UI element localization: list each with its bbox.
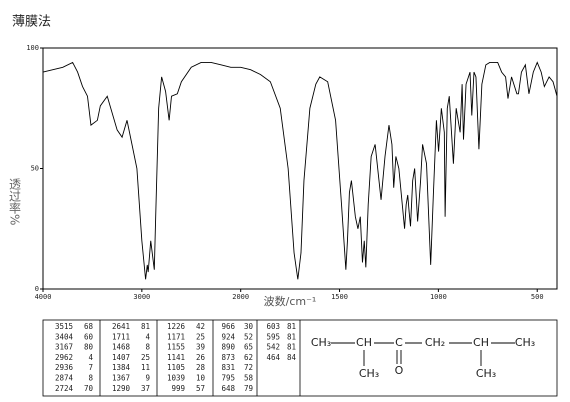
peak-wavenumber: 1367 (112, 374, 130, 383)
peak-transmittance: 10 (196, 374, 206, 383)
peak-wavenumber: 1155 (167, 343, 185, 352)
peak-transmittance: 7 (88, 363, 93, 372)
peak-wavenumber: 831 (221, 363, 235, 372)
peak-transmittance: 4 (88, 353, 93, 362)
atom-label: CH₃ (476, 367, 496, 380)
x-axis-label: 波数/cm⁻¹ (264, 295, 317, 308)
peak-wavenumber: 2936 (55, 363, 74, 372)
peak-wavenumber: 603 (266, 322, 280, 331)
peak-transmittance: 72 (244, 363, 253, 372)
peak-wavenumber: 1468 (112, 343, 131, 352)
peak-wavenumber: 890 (221, 343, 235, 352)
atom-label: CH₃ (359, 367, 379, 380)
peak-transmittance: 39 (196, 343, 205, 352)
peak-transmittance: 84 (287, 353, 297, 362)
peak-wavenumber: 1407 (112, 353, 130, 362)
table-dividers (99, 320, 301, 396)
peak-wavenumber: 2724 (55, 384, 74, 393)
atom-label: CH₂ (425, 336, 445, 349)
x-tick-label: 3000 (133, 293, 150, 301)
peak-transmittance: 80 (84, 343, 94, 352)
peak-transmittance: 42 (196, 322, 205, 331)
peak-transmittance: 11 (141, 363, 150, 372)
peak-transmittance: 81 (287, 322, 296, 331)
peak-wavenumber: 873 (221, 353, 235, 362)
peak-transmittance: 79 (244, 384, 253, 393)
peak-transmittance: 52 (244, 332, 253, 341)
peak-wavenumber: 966 (221, 322, 235, 331)
atom-label: O (395, 364, 404, 377)
peak-wavenumber: 1226 (167, 322, 186, 331)
atom-label: CH (356, 336, 372, 349)
y-tick-label: 50 (31, 165, 39, 173)
peak-transmittance: 70 (84, 384, 94, 393)
peak-wavenumber: 1171 (167, 332, 185, 341)
peak-transmittance: 81 (141, 322, 150, 331)
peak-transmittance: 28 (196, 363, 206, 372)
atom-label: CH₃ (515, 336, 535, 349)
peak-wavenumber: 999 (171, 384, 185, 393)
peak-wavenumber: 464 (266, 353, 280, 362)
atom-label: CH (473, 336, 489, 349)
peak-wavenumber: 2641 (112, 322, 130, 331)
peak-wavenumber: 3404 (55, 332, 74, 341)
peak-wavenumber: 2874 (55, 374, 74, 383)
peak-wavenumber: 1290 (112, 384, 131, 393)
peak-transmittance: 8 (145, 343, 150, 352)
peak-transmittance: 4 (145, 332, 150, 341)
peak-wavenumber: 1384 (112, 363, 131, 372)
y-axis-label: 透过率% (8, 178, 22, 226)
peak-wavenumber: 1105 (167, 363, 185, 372)
atom-label: CH₃ (311, 336, 331, 349)
x-tick-label: 1000 (430, 293, 447, 301)
chart-title: 薄膜法 (12, 15, 51, 30)
y-tick-label: 0 (35, 285, 39, 293)
peak-transmittance: 30 (244, 322, 254, 331)
peak-transmittance: 81 (287, 332, 296, 341)
peak-wavenumber: 1711 (112, 332, 130, 341)
peak-wavenumber: 924 (221, 332, 235, 341)
peak-transmittance: 68 (84, 322, 94, 331)
peak-transmittance: 8 (88, 374, 93, 383)
peak-transmittance: 81 (287, 343, 296, 352)
x-tick-label: 1500 (331, 293, 348, 301)
peak-transmittance: 25 (141, 353, 150, 362)
atom-label: C (395, 336, 403, 349)
x-tick-label: 500 (531, 293, 544, 301)
peak-transmittance: 37 (141, 384, 150, 393)
peak-transmittance: 9 (145, 374, 150, 383)
peak-wavenumber: 648 (221, 384, 235, 393)
x-tick-label: 4000 (35, 293, 52, 301)
plot-frame (42, 47, 558, 290)
peak-transmittance: 26 (196, 353, 206, 362)
bonds (331, 342, 515, 366)
spectrum-line (42, 61, 558, 280)
peak-transmittance: 60 (84, 332, 94, 341)
peak-transmittance: 62 (244, 353, 253, 362)
peak-wavenumber: 795 (221, 374, 235, 383)
peak-wavenumber: 2962 (55, 353, 73, 362)
peak-wavenumber: 3167 (55, 343, 73, 352)
peak-transmittance: 65 (244, 343, 253, 352)
y-tick-label: 100 (26, 44, 39, 52)
peak-wavenumber: 3515 (55, 322, 73, 331)
peak-transmittance: 57 (196, 384, 205, 393)
peak-wavenumber: 1141 (167, 353, 185, 362)
peak-wavenumber: 595 (266, 332, 280, 341)
peak-wavenumber: 542 (266, 343, 280, 352)
peak-transmittance: 58 (244, 374, 254, 383)
peak-transmittance: 25 (196, 332, 205, 341)
x-tick-label: 2000 (232, 293, 249, 301)
peak-wavenumber: 1039 (167, 374, 185, 383)
